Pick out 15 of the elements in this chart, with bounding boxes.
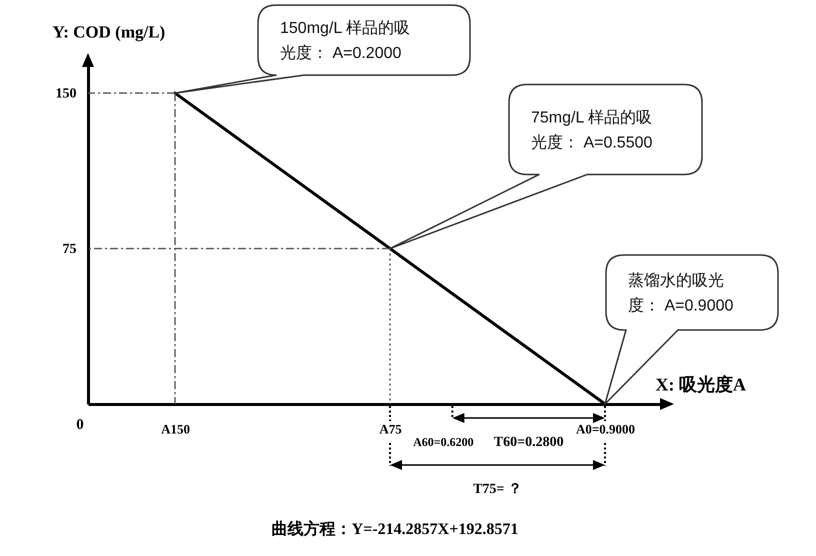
text: 0 <box>76 417 84 433</box>
text: 曲线方程：Y=-214.2857X+192.8571 <box>272 519 518 538</box>
x-tick-label: A150 <box>161 422 190 436</box>
annotation: 75mg/L 样品的吸光度： A=0.5500 <box>531 108 652 152</box>
y-tick-label: 150 <box>56 86 76 102</box>
y-axis-title: Y: COD (mg/L) <box>52 22 166 42</box>
text: T75= ？ <box>473 482 522 497</box>
x-tick-label: A75 <box>379 422 402 436</box>
annotation: 蒸馏水的吸光度： A=0.9000 <box>628 272 734 314</box>
x-axis-title: X: 吸光度A <box>656 374 746 394</box>
text: T60=0.2800 <box>494 435 564 450</box>
x-tick-label: A0=0.9000 <box>576 422 636 436</box>
y-tick-label: 75 <box>62 242 76 258</box>
annotation: 150mg/L 样品的吸光度： A=0.2000 <box>280 19 410 62</box>
text: A60=0.6200 <box>413 435 474 449</box>
